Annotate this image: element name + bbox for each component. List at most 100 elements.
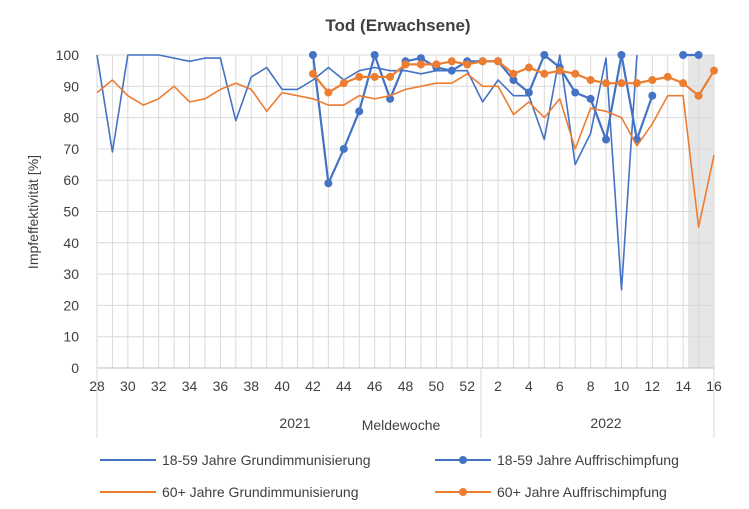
data-point — [648, 76, 657, 85]
y-tick-label: 30 — [63, 266, 79, 282]
x-tick-label: 32 — [151, 378, 167, 394]
y-tick-label: 10 — [63, 329, 79, 345]
y-tick-label: 90 — [63, 78, 79, 94]
data-point — [694, 51, 703, 59]
data-point — [308, 69, 317, 78]
x-tick-label: 38 — [243, 378, 259, 394]
x-tick-label: 42 — [305, 378, 321, 394]
data-point — [339, 79, 348, 88]
x-tick-label: 40 — [274, 378, 290, 394]
x-axis-label: Meldewoche — [362, 417, 441, 433]
data-point — [370, 51, 379, 59]
data-point — [339, 144, 348, 153]
data-point — [478, 57, 487, 66]
x-tick-label: 10 — [614, 378, 630, 394]
data-point — [463, 60, 472, 69]
y-tick-label: 20 — [63, 297, 79, 313]
y-tick-label: 80 — [63, 110, 79, 126]
y-tick-labels: 0 10 20 30 40 50 60 70 80 90 100 — [56, 47, 80, 376]
series-2 — [96, 73, 715, 228]
year-label-2022: 2022 — [590, 415, 621, 431]
legend-line-icon — [100, 491, 156, 493]
x-tick-label: 4 — [525, 378, 533, 394]
y-tick-label: 50 — [63, 204, 79, 220]
series-0 — [96, 54, 638, 291]
data-point — [447, 57, 456, 66]
legend-label: 60+ Jahre Auffrischimpfung — [497, 484, 667, 500]
data-point — [355, 107, 364, 116]
data-point — [571, 69, 580, 78]
data-point — [524, 63, 533, 72]
y-tick-label: 70 — [63, 141, 79, 157]
series-group — [96, 51, 718, 291]
data-point — [710, 66, 718, 75]
chart-title: Tod (Erwachsene) — [325, 16, 470, 35]
data-point — [617, 51, 626, 59]
legend-item-60-auff: 60+ Jahre Auffrischimpfung — [435, 482, 667, 502]
data-point — [679, 51, 688, 59]
data-point — [386, 72, 395, 81]
year-label-2021: 2021 — [279, 415, 310, 431]
legend-line-icon — [100, 459, 156, 461]
data-point — [632, 79, 641, 88]
data-point — [540, 69, 549, 78]
series-1 — [308, 51, 703, 188]
x-tick-label: 50 — [429, 378, 445, 394]
data-point — [648, 91, 657, 100]
data-point — [524, 88, 533, 97]
x-tick-label: 52 — [459, 378, 475, 394]
data-point — [447, 66, 456, 75]
data-point — [555, 66, 564, 75]
data-point — [694, 91, 703, 100]
data-point — [324, 179, 333, 188]
data-point — [308, 51, 317, 59]
data-point — [586, 94, 595, 103]
x-tick-label: 14 — [675, 378, 691, 394]
y-tick-label: 0 — [71, 360, 79, 376]
y-tick-label: 40 — [63, 235, 79, 251]
data-point — [416, 54, 425, 63]
x-tick-label: 8 — [587, 378, 595, 394]
y-tick-label: 100 — [56, 47, 80, 63]
x-tick-label: 2 — [494, 378, 502, 394]
grid — [96, 54, 715, 369]
legend-line-marker-icon — [435, 456, 491, 464]
data-point — [602, 135, 611, 144]
x-tick-label: 46 — [367, 378, 383, 394]
series-line — [96, 54, 638, 291]
series-3 — [308, 57, 718, 100]
x-tick-label: 36 — [213, 378, 229, 394]
data-point — [679, 79, 688, 88]
series-line — [311, 53, 699, 185]
axis-separators — [96, 368, 715, 438]
x-tick-label: 28 — [89, 378, 105, 394]
series-line — [96, 73, 715, 228]
data-point — [509, 69, 518, 78]
x-tick-label: 6 — [556, 378, 564, 394]
x-tick-label: 34 — [182, 378, 198, 394]
legend-item-18-59-grund: 18-59 Jahre Grundimmunisierung — [100, 450, 371, 470]
legend-item-18-59-auff: 18-59 Jahre Auffrischimpfung — [435, 450, 679, 470]
data-point — [432, 60, 441, 69]
x-tick-label: 44 — [336, 378, 352, 394]
data-point — [617, 79, 626, 88]
y-axis-label: Impfeffektivität [%] — [25, 155, 41, 269]
legend-label: 18-59 Jahre Auffrischimpfung — [497, 452, 679, 468]
data-point — [602, 79, 611, 88]
data-point — [401, 60, 410, 69]
x-tick-labels: 28 30 32 34 36 38 40 42 44 46 48 50 52 2 4 6 8 10 12 14 16 — [89, 378, 722, 394]
x-tick-label: 48 — [398, 378, 414, 394]
legend-line-marker-icon — [435, 488, 491, 496]
data-point — [416, 60, 425, 69]
data-point — [324, 88, 333, 97]
y-tick-label: 60 — [63, 172, 79, 188]
legend-label: 18-59 Jahre Grundimmunisierung — [162, 452, 371, 468]
data-point — [355, 72, 364, 81]
data-point — [509, 76, 518, 85]
legend-item-60-grund: 60+ Jahre Grundimmunisierung — [100, 482, 359, 502]
data-point — [540, 51, 549, 59]
x-tick-label: 12 — [645, 378, 661, 394]
x-tick-label: 30 — [120, 378, 136, 394]
data-point — [663, 72, 672, 81]
